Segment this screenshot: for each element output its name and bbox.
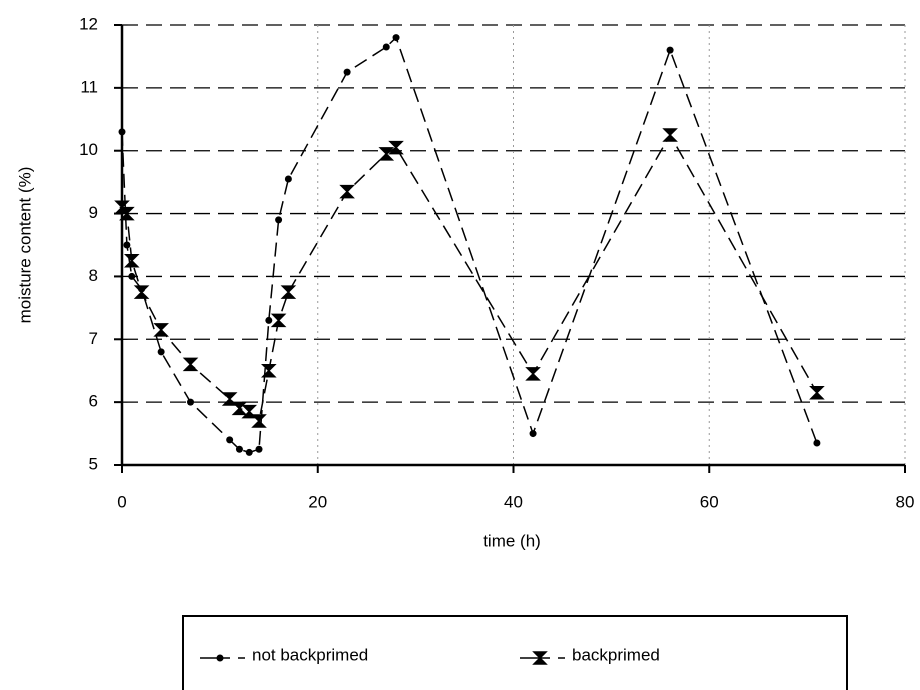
data-point xyxy=(123,241,131,249)
data-point xyxy=(378,147,395,161)
data-point xyxy=(119,206,135,221)
data-point xyxy=(235,445,243,453)
data-point xyxy=(284,175,292,183)
y-tick-label: 7 xyxy=(89,329,98,348)
x-axis-title: time (h) xyxy=(483,531,541,550)
legend-marker xyxy=(532,651,548,665)
legend-label: backprimed xyxy=(572,645,660,664)
data-point xyxy=(809,385,825,400)
data-point xyxy=(187,398,195,406)
legend-label: not backprimed xyxy=(252,645,368,664)
x-tick-label: 80 xyxy=(896,492,915,511)
data-point xyxy=(280,285,297,299)
data-point xyxy=(270,313,287,328)
data-point xyxy=(245,448,253,456)
y-tick-label: 9 xyxy=(89,203,98,222)
legend-marker xyxy=(216,654,224,662)
series-line xyxy=(121,133,818,423)
data-point xyxy=(662,128,678,142)
data-point xyxy=(343,68,351,76)
data-point xyxy=(231,401,248,416)
y-tick-label: 8 xyxy=(89,266,98,285)
y-tick-label: 12 xyxy=(79,14,98,33)
data-point xyxy=(118,128,126,136)
x-tick-label: 60 xyxy=(700,492,719,511)
data-point xyxy=(275,216,283,224)
legend-box xyxy=(182,615,848,690)
data-point xyxy=(261,363,277,378)
data-point xyxy=(529,430,537,438)
data-point xyxy=(392,34,400,42)
data-point xyxy=(388,140,404,155)
x-tick-label: 20 xyxy=(308,492,327,511)
data-point xyxy=(157,348,165,356)
data-point xyxy=(221,392,238,406)
data-point xyxy=(226,436,234,444)
y-tick-label: 5 xyxy=(89,454,98,473)
x-tick-label: 40 xyxy=(504,492,523,511)
y-axis-title: moisture content (%) xyxy=(15,167,34,324)
data-point xyxy=(666,46,674,54)
data-point xyxy=(251,414,267,428)
data-point xyxy=(153,323,169,337)
series-line xyxy=(121,36,818,454)
data-point xyxy=(128,272,136,280)
data-point xyxy=(525,367,541,381)
data-point xyxy=(123,253,140,268)
data-point xyxy=(133,285,150,299)
x-tick-label: 0 xyxy=(117,492,126,511)
data-point xyxy=(182,357,199,372)
data-point xyxy=(813,439,821,447)
data-point xyxy=(265,316,273,324)
data-point xyxy=(241,404,258,419)
data-point xyxy=(255,445,263,453)
data-point xyxy=(339,184,355,199)
y-tick-label: 10 xyxy=(79,140,98,159)
data-point xyxy=(382,43,390,51)
y-tick-label: 6 xyxy=(89,392,98,411)
y-tick-label: 11 xyxy=(80,77,98,96)
